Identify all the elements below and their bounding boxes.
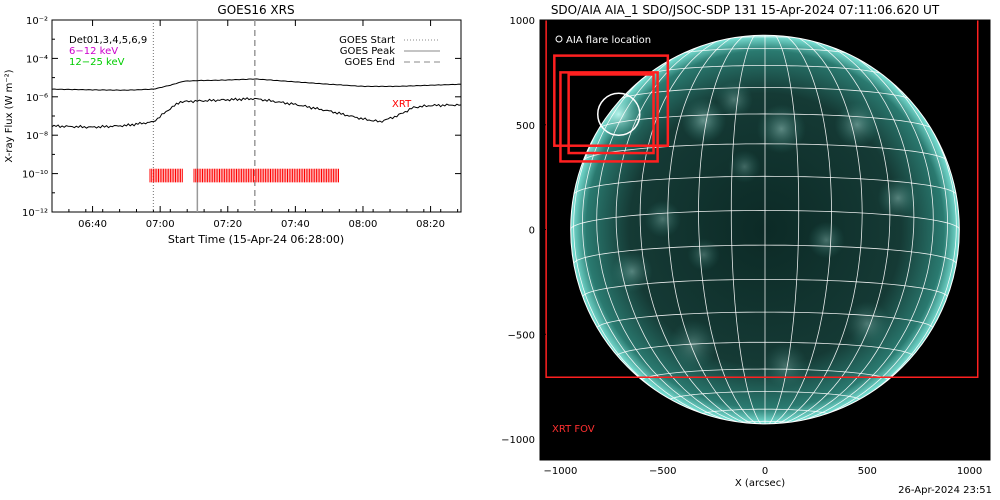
xrt-boxes <box>545 20 979 378</box>
goes-x-ticks: 06:40 07:00 07:20 07:40 08:00 08:20 <box>51 20 459 230</box>
xrt-fov-box <box>545 20 979 378</box>
active-region-glow <box>807 221 845 259</box>
aia-y-tick-label: 0 <box>529 226 535 237</box>
active-region-glow <box>687 238 720 272</box>
goes-x-tick-label: 08:00 <box>349 219 378 230</box>
aia-y-tick-label: 500 <box>516 121 535 132</box>
goes-x-tick-label: 08:20 <box>416 219 445 230</box>
goes-event-markers <box>152 20 256 212</box>
goes-y-tick-label: 10⁻⁸ <box>26 131 48 142</box>
aia-x-tick-label: 0 <box>762 466 768 477</box>
xrt-pointing-box <box>559 71 659 163</box>
goes-y-tick-label: 10⁻⁴ <box>26 54 48 65</box>
grid-line <box>667 35 766 424</box>
goes-y-ticks: 10⁻² 10⁻⁴ 10⁻⁶ 10⁻⁸ 10⁻¹⁰ 10⁻¹² <box>22 16 461 219</box>
goes-chart-title: GOES16 XRS <box>217 3 294 17</box>
goes-x-tick-label: 07:20 <box>213 219 242 230</box>
goes-xrt-annotation: XRT <box>392 99 412 110</box>
aia-x-tick-label: 1000 <box>957 466 982 477</box>
aia-image-chart: SDO/AIA AIA_1 SDO/JSOC-SDP 131 15-Apr-20… <box>501 3 991 489</box>
aia-y-tick-label: −1000 <box>501 435 535 446</box>
grid-line <box>698 35 766 424</box>
goes-legend-det: Det01,3,4,5,6,9 <box>69 35 147 46</box>
active-region-glow <box>834 102 880 148</box>
active-region-glow <box>877 177 919 219</box>
aia-x-ticks: −1000 −500 0 500 1000 <box>544 20 982 477</box>
xrt-pointing-box <box>567 73 655 155</box>
goes-legend-peak: GOES Peak <box>340 46 395 57</box>
goes-legend-start: GOES Start <box>339 35 395 46</box>
active-region-glow <box>844 301 890 347</box>
active-region-glow <box>756 104 806 154</box>
goes-y-tick-label: 10⁻¹⁰ <box>22 170 48 181</box>
xrt-observation-ticks <box>149 168 339 183</box>
active-region-glow <box>611 250 653 292</box>
aia-chart-title: SDO/AIA AIA_1 SDO/JSOC-SDP 131 15-Apr-20… <box>551 3 940 17</box>
goes-x-tick-label: 07:00 <box>146 219 175 230</box>
goes-x-axis-label: Start Time (15-Apr-24 06:28:00) <box>168 233 344 246</box>
aia-y-ticks: 1000 500 0 −500 −1000 <box>501 16 990 446</box>
goes-xrs-chart: GOES16 XRS X-ray Flux (W m⁻²) Start Time… <box>4 3 462 246</box>
aia-x-axis-label: X (arcsec) <box>735 478 785 489</box>
grid-line <box>764 35 891 424</box>
aia-flare-location-circle <box>597 92 641 137</box>
active-region-glow <box>715 81 753 119</box>
active-region-glow <box>681 98 727 144</box>
solar-limb <box>570 34 960 425</box>
goes-y-tick-label: 10⁻⁶ <box>26 93 48 104</box>
active-region-glow <box>668 320 718 370</box>
goes-x-tick-label: 06:40 <box>78 219 107 230</box>
active-region-glow <box>644 200 682 238</box>
goes-y-tick-label: 10⁻² <box>26 16 48 27</box>
xrt-fov-annotation: XRT FOV <box>552 424 595 435</box>
aia-x-tick-label: −1000 <box>544 466 578 477</box>
aia-y-tick-label: −500 <box>508 330 535 341</box>
aia-y-tick-label: 1000 <box>510 16 535 27</box>
grid-line <box>764 35 832 424</box>
goes-series-line <box>51 78 462 91</box>
aia-legend-marker <box>555 35 563 43</box>
aia-x-tick-label: −500 <box>649 466 676 477</box>
goes-y-axis-label: X-ray Flux (W m⁻²) <box>4 69 15 162</box>
grid-line <box>615 35 766 424</box>
footer-timestamp: 26-Apr-2024 23:51 <box>898 485 992 496</box>
aia-legend-label: AIA flare location <box>566 35 651 46</box>
goes-series-line <box>51 97 462 129</box>
goes-x-tick-label: 07:40 <box>281 219 310 230</box>
grid-line <box>639 35 766 424</box>
grid-line <box>764 35 915 424</box>
grid-line <box>764 35 863 424</box>
goes-legend-6-12: 6−12 keV <box>69 46 118 57</box>
goes-legend-end: GOES End <box>345 57 395 68</box>
grid-line <box>764 35 800 424</box>
xrt-pointing-box <box>553 54 670 147</box>
goes-series <box>51 78 462 129</box>
grid-line <box>764 35 934 424</box>
active-region-glow <box>762 343 808 389</box>
aia-x-tick-label: 500 <box>858 466 877 477</box>
grid-line <box>730 35 766 424</box>
active-region-glow <box>728 150 761 184</box>
goes-legend-12-25: 12−25 keV <box>69 57 125 68</box>
goes-y-tick-label: 10⁻¹² <box>22 208 48 219</box>
